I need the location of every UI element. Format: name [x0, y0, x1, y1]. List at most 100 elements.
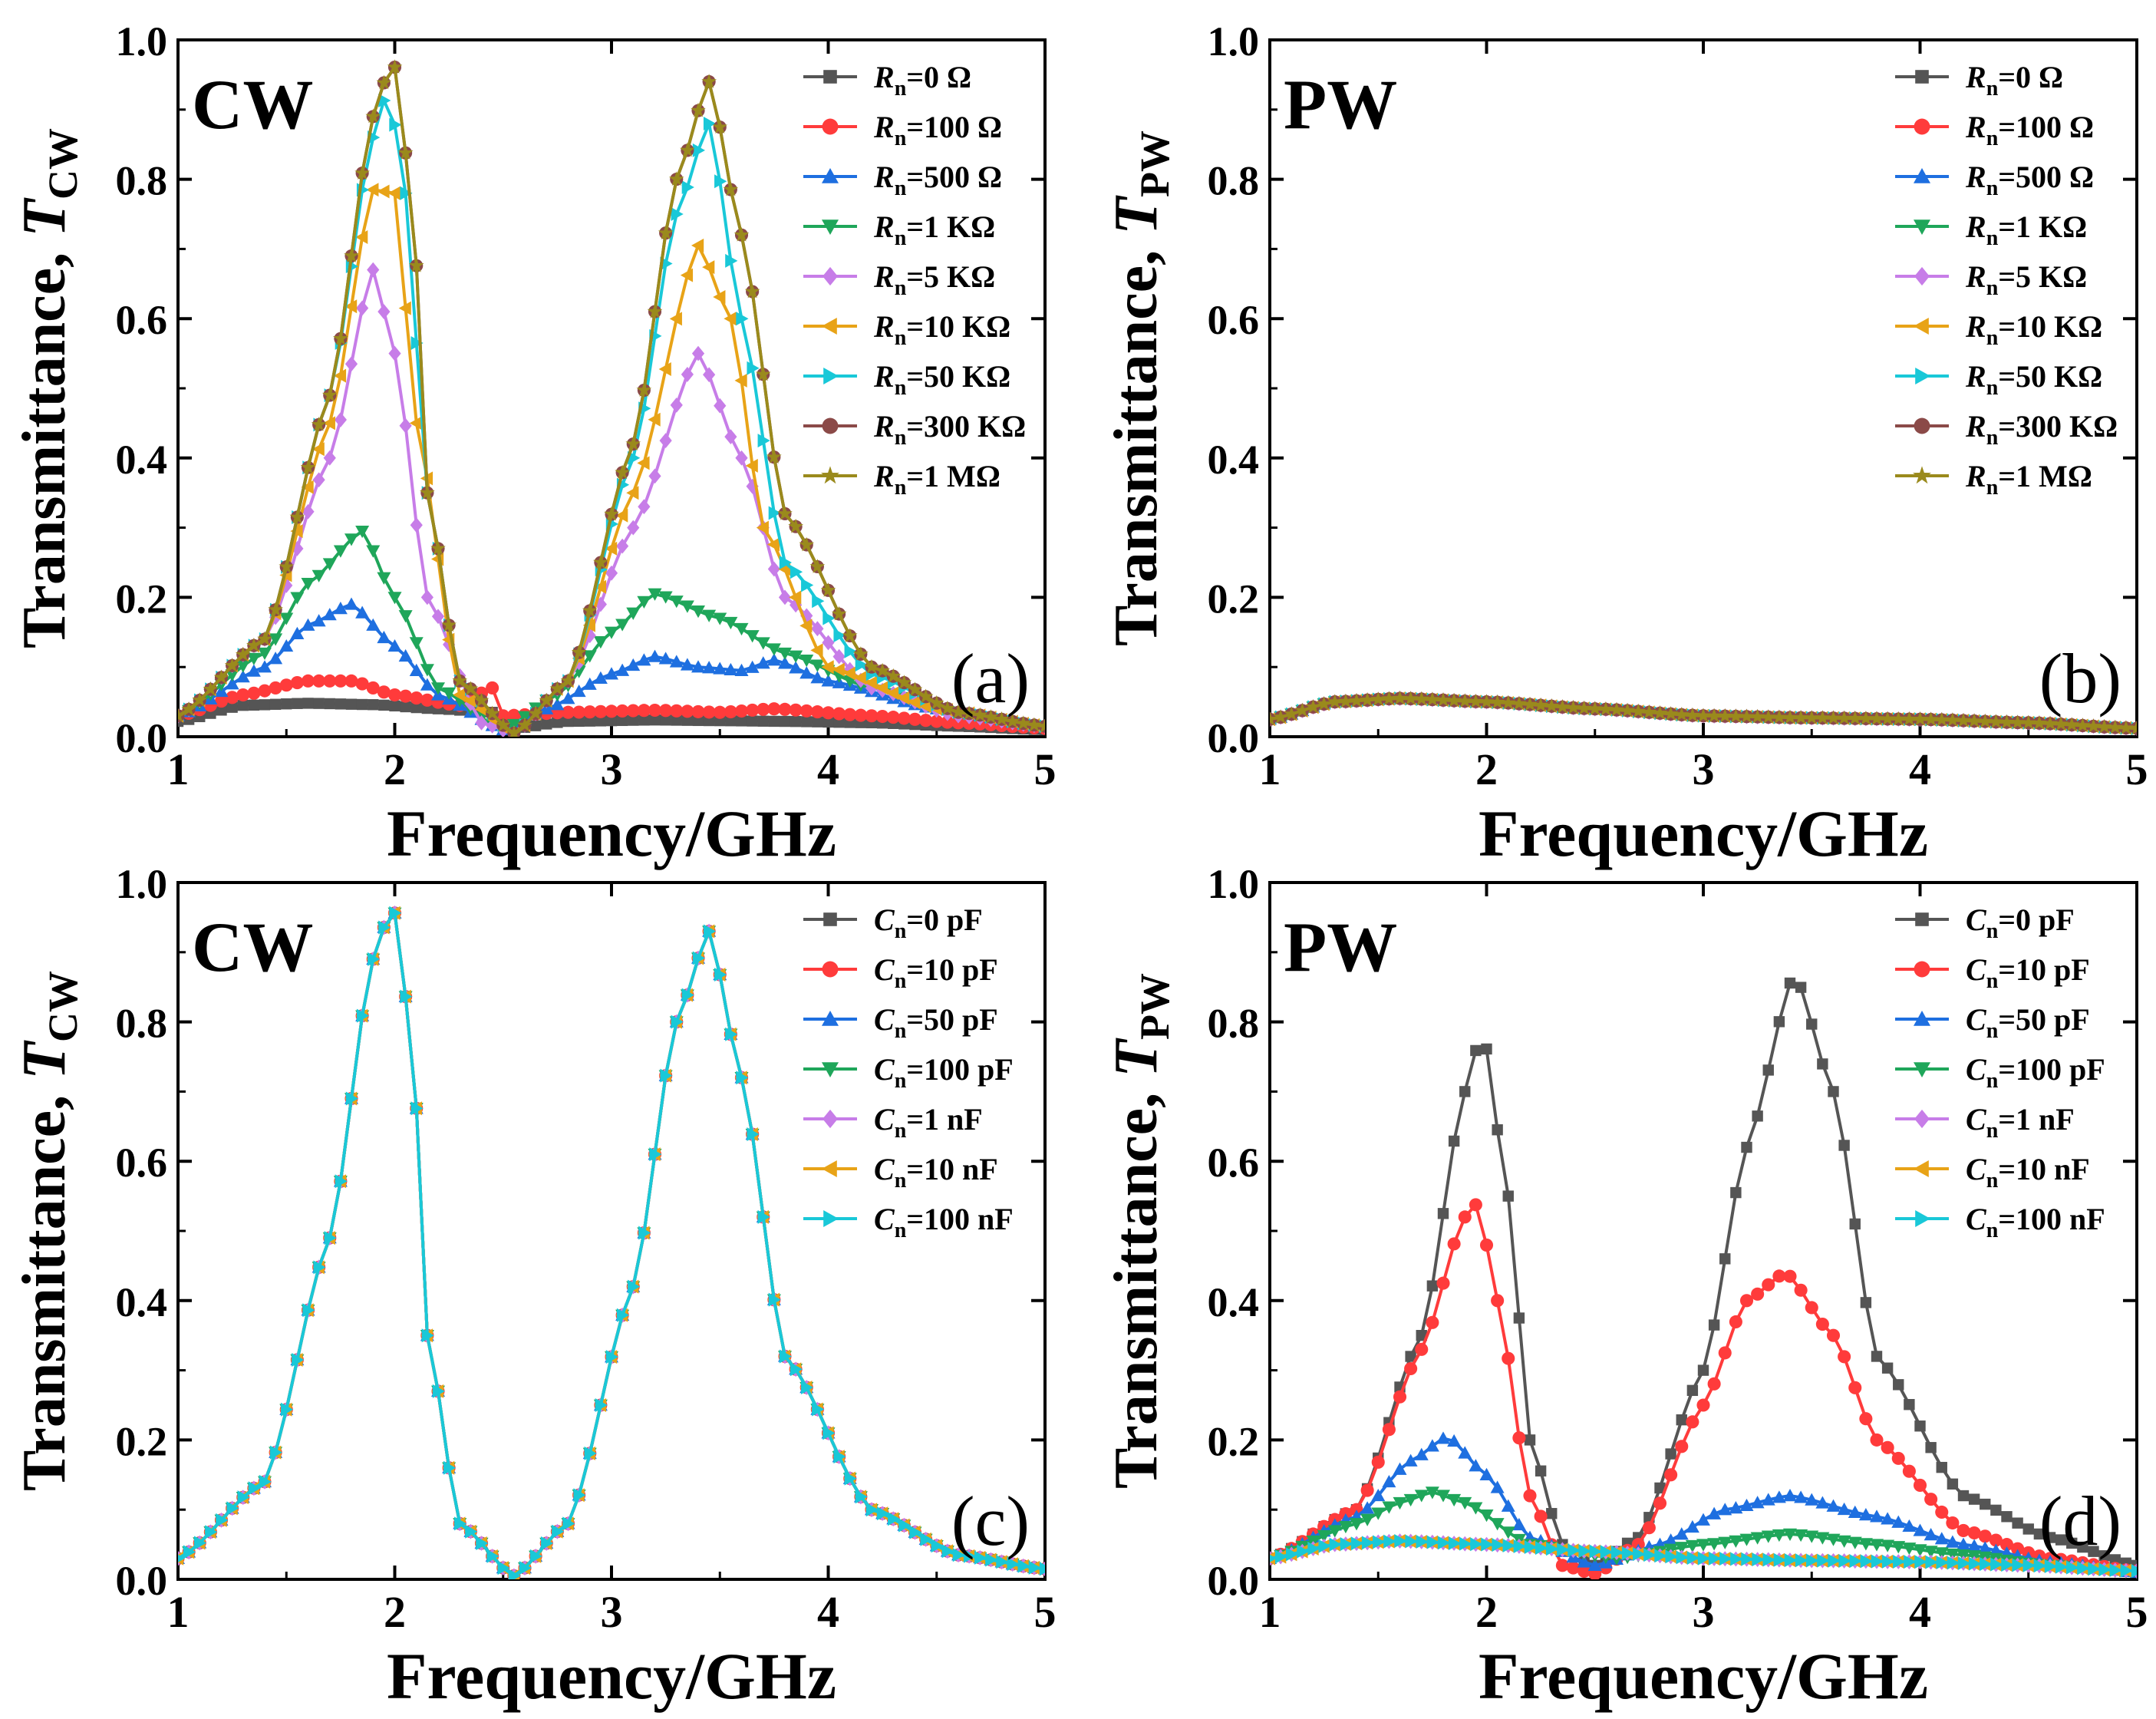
data-point: [1350, 1518, 1363, 1531]
data-point: [1989, 1543, 2003, 1556]
data-point: [214, 695, 229, 708]
data-point: [1849, 1554, 1862, 1569]
data-point: [853, 671, 867, 685]
data-point: [1371, 1488, 1386, 1502]
legend-sym: R: [873, 60, 895, 94]
data-point: [1773, 1552, 1786, 1567]
data-point: [626, 658, 641, 671]
data-point: [398, 610, 413, 623]
data-point: [1524, 1540, 1537, 1555]
legend-marker: [822, 1160, 837, 1177]
data-point: [821, 706, 836, 720]
data-point: [919, 714, 933, 728]
legend-sub: n: [895, 326, 907, 350]
data-point: [2033, 1559, 2046, 1573]
legend-label: Cn=50 pF: [874, 1002, 998, 1043]
data-point: [865, 1503, 879, 1517]
data-point: [1795, 1553, 1808, 1568]
data-point: [1436, 1490, 1450, 1503]
data-point: [1977, 713, 1993, 728]
data-point: [248, 1481, 261, 1496]
data-point: [528, 705, 543, 721]
legend-label: Cn=10 nF: [1966, 1152, 2090, 1193]
data-point: [335, 698, 347, 710]
data-point: [1957, 1556, 1970, 1571]
data-point: [810, 659, 825, 672]
legend-value: =10 pF: [906, 952, 997, 987]
data-point: [582, 602, 598, 618]
data-point: [1805, 1530, 1819, 1543]
data-point: [1685, 707, 1700, 722]
data-point: [2020, 714, 2036, 730]
data-point: [1871, 1554, 1884, 1569]
series-8: [178, 59, 1045, 737]
data-point: [626, 607, 641, 620]
y-tick-label: 1.0: [1208, 861, 1260, 907]
legend-sym: C: [1966, 1102, 1987, 1137]
legend-item: Cn=0 pF: [803, 902, 983, 943]
data-point: [430, 540, 446, 556]
data-point: [1490, 1480, 1505, 1493]
data-point: [1490, 1518, 1505, 1531]
data-point: [1557, 1542, 1570, 1557]
data-point: [410, 1101, 424, 1116]
data-point: [1270, 711, 1277, 726]
legend-label: Cn=10 pF: [1966, 952, 2090, 993]
x-tick-label: 5: [2126, 1587, 2148, 1637]
data-point: [1633, 1547, 1646, 1562]
data-point: [1654, 1549, 1667, 1563]
data-point: [747, 1127, 760, 1142]
data-point: [1500, 695, 1516, 710]
data-point: [789, 650, 803, 663]
data-point: [714, 398, 727, 414]
data-point: [484, 705, 500, 721]
y-axis-label-sub: PW: [1132, 973, 1178, 1040]
data-point: [279, 612, 294, 625]
data-point: [2107, 719, 2123, 734]
data-point: [1967, 1539, 1982, 1552]
data-point: [324, 698, 335, 710]
data-point: [736, 312, 749, 326]
data-point: [1458, 1210, 1472, 1224]
data-point: [388, 345, 401, 361]
data-point: [1870, 1539, 1884, 1552]
y-tick-label: 0.6: [1208, 297, 1260, 343]
data-point: [1382, 1423, 1396, 1437]
panel-d: 1 2 3 4 5 0.0 0.2 0.4 0.6 0.8 1.0 Frequency/GHz Tran…: [1103, 861, 2148, 1713]
data-point: [875, 681, 888, 695]
data-point: [779, 715, 791, 728]
legend-sym: R: [1965, 309, 1986, 344]
data-point: [1783, 1269, 1797, 1283]
data-point: [1458, 1496, 1472, 1510]
data-point: [476, 1536, 489, 1550]
y-axis-label: Transmittance, TCW: [11, 128, 86, 648]
legend-label: Rn=300 KΩ: [1965, 409, 2118, 450]
data-point: [616, 538, 629, 554]
legend-sym: R: [1965, 160, 1986, 194]
data-point: [281, 1402, 294, 1417]
data-point: [747, 361, 760, 375]
data-point: [290, 675, 304, 690]
data-point: [638, 499, 651, 515]
data-point: [638, 714, 650, 726]
data-point: [1502, 1351, 1515, 1365]
data-point: [681, 704, 694, 718]
data-point: [1371, 1455, 1385, 1469]
data-point: [2098, 1562, 2111, 1577]
data-point: [1914, 1420, 1926, 1432]
data-point: [1534, 1509, 1548, 1523]
data-point: [192, 692, 208, 707]
data-point: [1925, 1555, 1938, 1569]
data-point: [1685, 1519, 1699, 1533]
data-point: [660, 714, 671, 726]
data-point: [420, 484, 435, 500]
data-point: [1502, 1538, 1515, 1552]
data-point: [745, 458, 758, 473]
legend-marker: [1915, 368, 1930, 384]
data-point: [431, 609, 445, 625]
data-point: [1947, 1556, 1960, 1570]
data-point: [1860, 1297, 1872, 1308]
data-point: [2064, 717, 2080, 731]
data-point: [292, 1352, 305, 1367]
legend-sym: C: [874, 1002, 895, 1037]
